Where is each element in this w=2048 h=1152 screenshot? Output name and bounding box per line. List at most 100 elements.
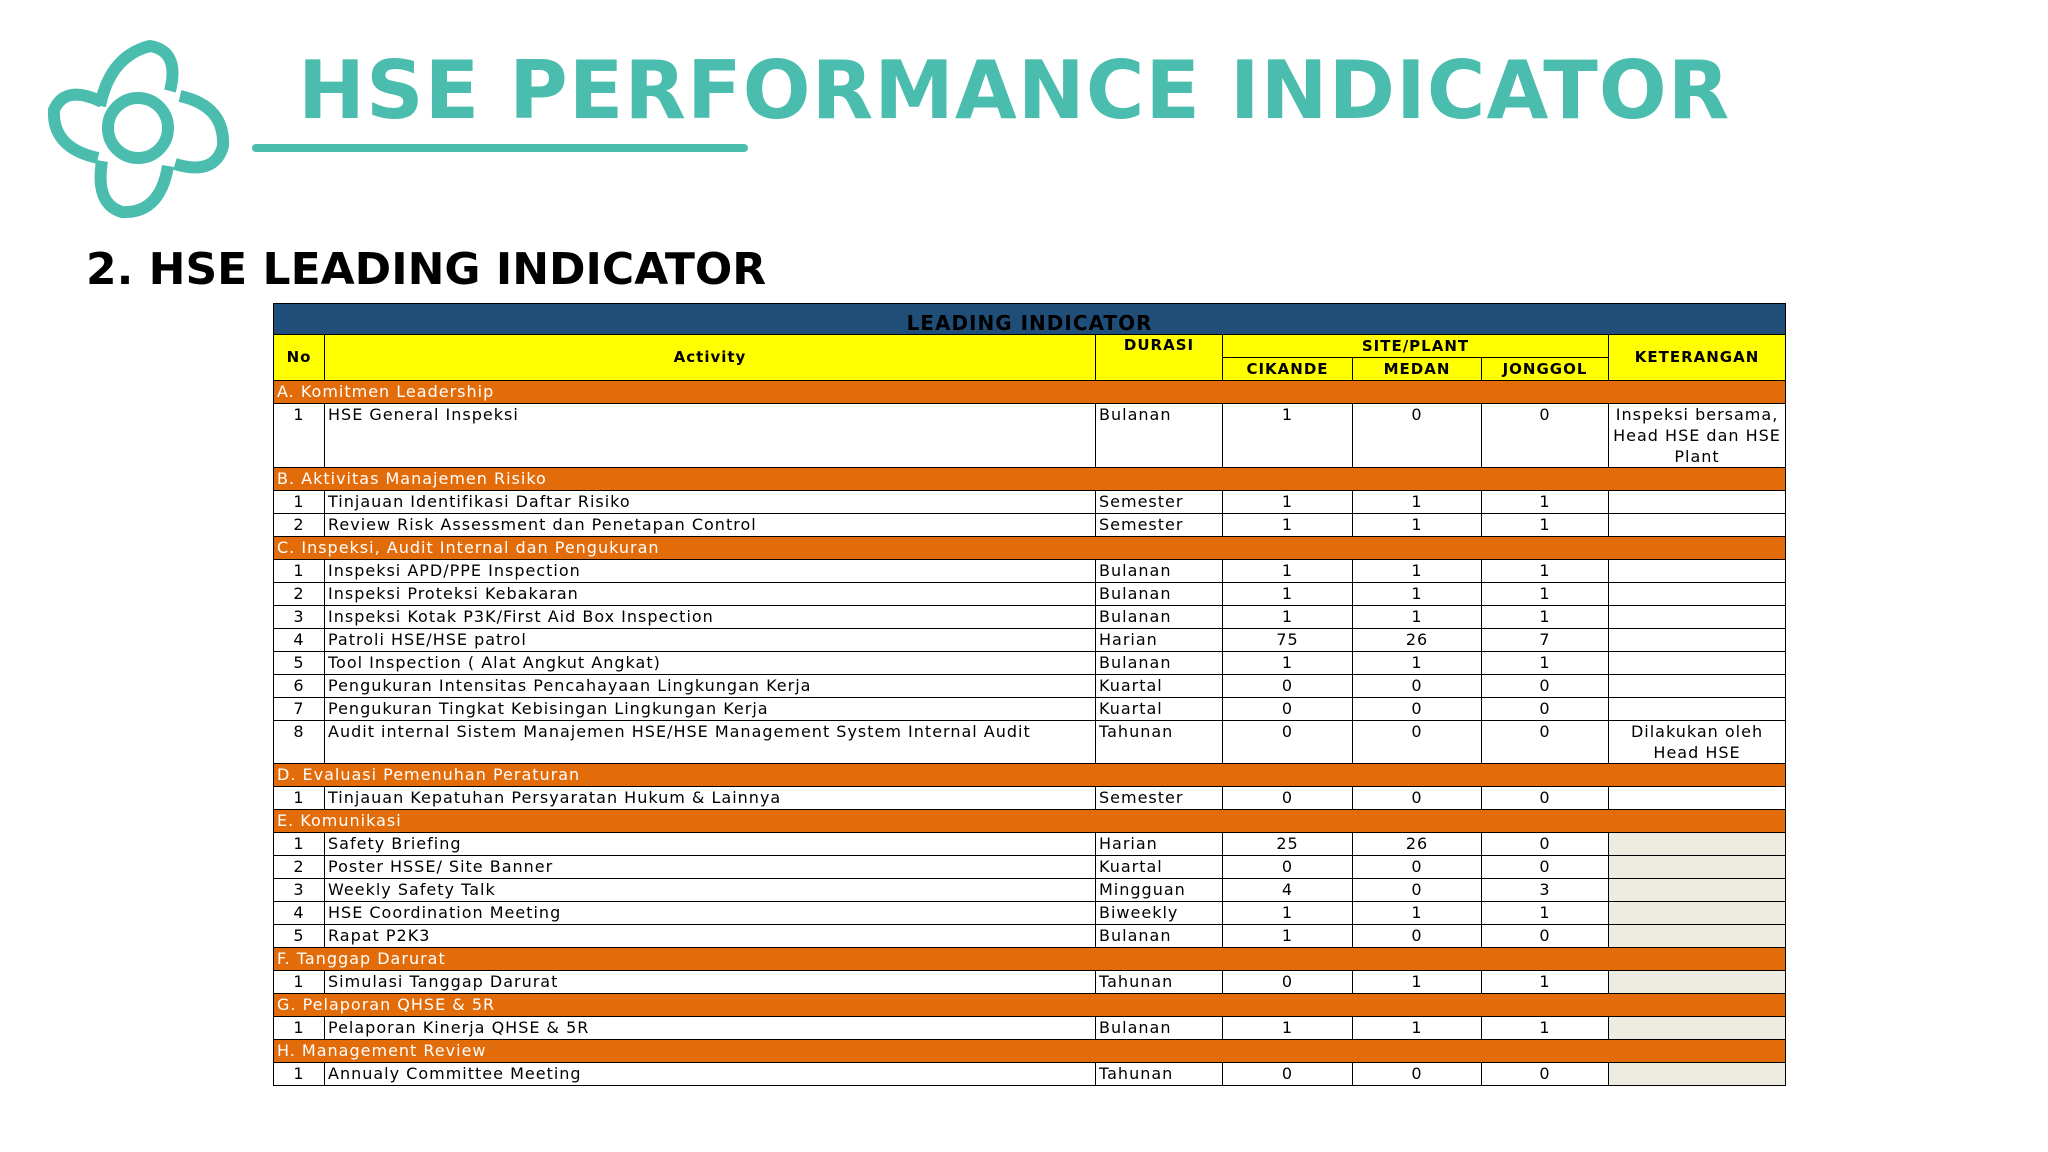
keterangan (1607, 513, 1787, 537)
row-no: 4 (273, 901, 325, 925)
site-value: 1 (1352, 970, 1482, 994)
col-header: MEDAN (1352, 357, 1482, 381)
activity: Tool Inspection ( Alat Angkut Angkat) (324, 651, 1096, 675)
site-value: 0 (1481, 403, 1609, 468)
data-row: 1 HSE General Inspeksi Bulanan 1 0 0 Inspeksi … (273, 403, 1787, 468)
site-value: 1 (1352, 901, 1482, 925)
section-row: G. Pelaporan QHSE & 5R (272, 993, 1787, 1017)
site-value: 0 (1352, 924, 1482, 948)
site-value: 1 (1222, 924, 1353, 948)
row-no: 5 (273, 924, 325, 948)
data-row: 1 Tinjauan Identifikasi Daftar Risiko Seme… (273, 490, 1787, 514)
site-value: 1 (1222, 403, 1353, 468)
activity: Inspeksi Proteksi Kebakaran (324, 582, 1096, 606)
site-value: 0 (1352, 855, 1482, 879)
site-value: 0 (1222, 1062, 1353, 1086)
durasi: Bulanan (1095, 651, 1223, 675)
site-value: 1 (1222, 605, 1353, 629)
section-label: E. Komunikasi (272, 809, 1787, 833)
site-value: 0 (1352, 786, 1482, 810)
site-value: 0 (1481, 1062, 1609, 1086)
section-row: H. Management Review (272, 1039, 1787, 1063)
durasi: Bulanan (1095, 924, 1223, 948)
site-value: 25 (1222, 832, 1353, 856)
site-value: 1 (1222, 490, 1353, 514)
data-row: 1 Tinjauan Kepatuhan Persyaratan Hukum & … (273, 786, 1787, 810)
row-no: 3 (273, 878, 325, 902)
keterangan (1607, 786, 1787, 810)
data-row: 4 HSE Coordination Meeting Biweekly 1 1 1 (273, 901, 1787, 925)
durasi: Kuartal (1095, 674, 1223, 698)
row-no: 1 (273, 403, 325, 468)
keterangan (1607, 674, 1787, 698)
site-value: 1 (1352, 651, 1482, 675)
keterangan (1607, 1062, 1787, 1086)
activity: Audit internal Sistem Manajemen HSE/HSE … (324, 720, 1096, 764)
activity: Pelaporan Kinerja QHSE & 5R (324, 1016, 1096, 1040)
section-label: H. Management Review (272, 1039, 1787, 1063)
durasi: Harian (1095, 628, 1223, 652)
section-label: F. Tanggap Darurat (272, 947, 1787, 971)
site-value: 1 (1352, 582, 1482, 606)
keterangan (1607, 559, 1787, 583)
row-no: 1 (273, 970, 325, 994)
site-value: 0 (1352, 674, 1482, 698)
durasi: Tahunan (1095, 720, 1223, 764)
site-value: 0 (1481, 786, 1609, 810)
data-row: 5 Rapat P2K3 Bulanan 1 0 0 (273, 924, 1787, 948)
site-value: 26 (1352, 628, 1482, 652)
keterangan (1607, 490, 1787, 514)
row-no: 1 (273, 786, 325, 810)
row-no: 2 (273, 855, 325, 879)
durasi: Kuartal (1095, 697, 1223, 721)
keterangan: Inspeksi bersama, Head HSE dan HSE Plant (1607, 403, 1787, 468)
row-no: 7 (273, 697, 325, 721)
activity: Patroli HSE/HSE patrol (324, 628, 1096, 652)
site-value: 0 (1352, 1062, 1482, 1086)
keterangan (1607, 901, 1787, 925)
activity: Review Risk Assessment dan Penetapan Con… (324, 513, 1096, 537)
activity: Annualy Committee Meeting (324, 1062, 1096, 1086)
site-value: 0 (1222, 674, 1353, 698)
site-value: 0 (1352, 403, 1482, 468)
durasi: Kuartal (1095, 855, 1223, 879)
row-no: 8 (273, 720, 325, 764)
activity: Weekly Safety Talk (324, 878, 1096, 902)
site-value: 1 (1481, 651, 1609, 675)
data-row: 2 Poster HSSE/ Site Banner Kuartal 0 0 0 (273, 855, 1787, 879)
row-no: 2 (273, 582, 325, 606)
indicator-table: LEADING INDICATOR No Activity DURASI SIT… (272, 303, 1787, 1086)
row-no: 1 (273, 1016, 325, 1040)
site-value: 26 (1352, 832, 1482, 856)
activity: Tinjauan Kepatuhan Persyaratan Hukum & L… (324, 786, 1096, 810)
row-no: 4 (273, 628, 325, 652)
section-label: C. Inspeksi, Audit Internal dan Pengukur… (272, 536, 1787, 560)
site-value: 1 (1222, 1016, 1353, 1040)
keterangan: Dilakukan oleh Head HSE (1607, 720, 1787, 764)
keterangan (1607, 605, 1787, 629)
durasi: Tahunan (1095, 1062, 1223, 1086)
col-header: JONGGOL (1481, 357, 1609, 381)
row-no: 1 (273, 832, 325, 856)
logo (47, 39, 230, 219)
keterangan (1607, 924, 1787, 948)
section-label: B. Aktivitas Manajemen Risiko (272, 467, 1787, 491)
section-row: C. Inspeksi, Audit Internal dan Pengukur… (272, 536, 1787, 560)
durasi: Bulanan (1095, 582, 1223, 606)
section-label: D. Evaluasi Pemenuhan Peraturan (272, 763, 1787, 787)
data-row: 2 Review Risk Assessment dan Penetapan Co… (273, 513, 1787, 537)
row-no: 2 (273, 513, 325, 537)
keterangan (1607, 651, 1787, 675)
activity: Pengukuran Intensitas Pencahayaan Lingku… (324, 674, 1096, 698)
data-row: 1 Inspeksi APD/PPE Inspection Bulanan 1 1 1 (273, 559, 1787, 583)
site-value: 1 (1222, 513, 1353, 537)
row-no: 1 (273, 490, 325, 514)
site-value: 0 (1481, 924, 1609, 948)
row-no: 1 (273, 1062, 325, 1086)
site-value: 1 (1481, 490, 1609, 514)
col-header: KETERANGAN (1607, 334, 1787, 381)
durasi: Bulanan (1095, 1016, 1223, 1040)
durasi: Tahunan (1095, 970, 1223, 994)
durasi: Harian (1095, 832, 1223, 856)
